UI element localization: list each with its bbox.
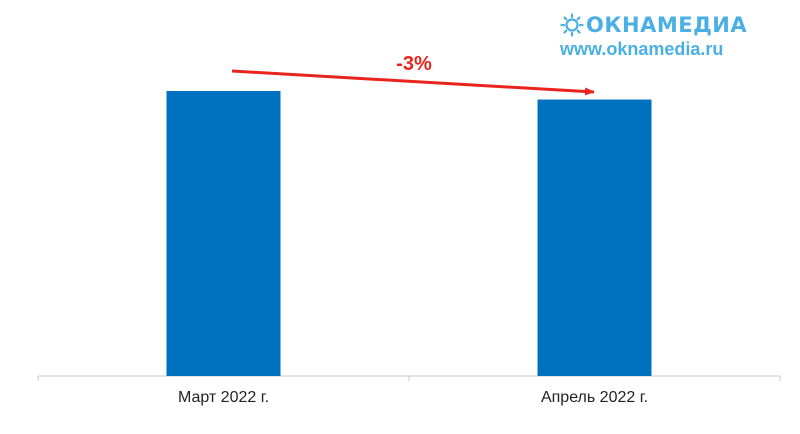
sun-icon (560, 13, 584, 37)
x-tick-labels: Март 2022 г. Апрель 2022 г. (178, 389, 648, 406)
x-tick-label: Март 2022 г. (178, 389, 269, 406)
change-percent-label: -3% (396, 53, 432, 75)
x-tick-label: Апрель 2022 г. (541, 389, 648, 406)
change-arrow (231, 69, 595, 96)
bar-1 (166, 91, 281, 376)
logo-url-text: www.oknamedia.ru (560, 39, 724, 59)
logo-brand-text: ОКНАМЕДИА (586, 13, 748, 37)
bar-2 (537, 99, 652, 377)
logo: ОКНАМЕДИА www.oknamedia.ru (560, 10, 760, 59)
bar-series (166, 91, 652, 377)
